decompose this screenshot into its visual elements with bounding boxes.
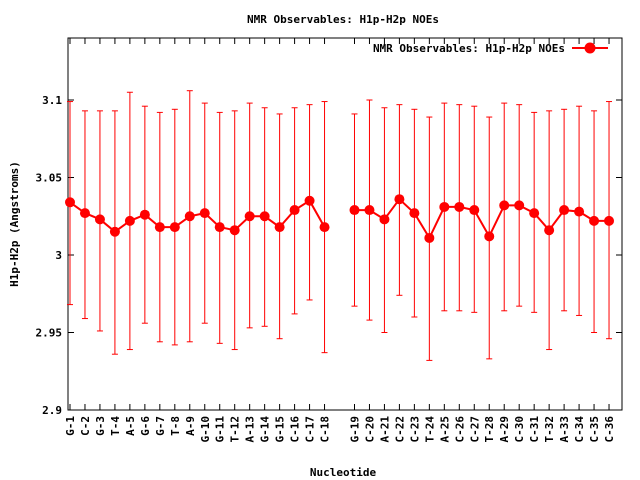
data-point xyxy=(229,225,240,236)
chart-title: NMR Observables: H1p-H2p NOEs xyxy=(247,13,439,26)
data-point xyxy=(469,205,480,216)
x-tick-label: T-12 xyxy=(229,416,242,443)
y-tick-label: 3 xyxy=(55,249,62,262)
plot-frame xyxy=(67,37,623,411)
data-point xyxy=(79,208,90,219)
x-tick-label: A-9 xyxy=(184,416,197,436)
y-tick-label: 2.95 xyxy=(36,327,63,340)
data-point xyxy=(529,208,540,219)
y-tick-label: 2.9 xyxy=(42,404,62,417)
series-line xyxy=(69,199,326,233)
data-point xyxy=(184,211,195,222)
data-point xyxy=(169,222,180,233)
x-tick-label: G-10 xyxy=(199,416,212,443)
data-point xyxy=(65,197,75,208)
x-tick-label: A-21 xyxy=(378,416,391,443)
data-point xyxy=(394,194,405,205)
data-point xyxy=(289,205,300,216)
x-tick-label: A-5 xyxy=(124,416,137,436)
x-tick-label: C-16 xyxy=(289,416,302,443)
x-tick-label: A-29 xyxy=(498,416,511,443)
data-point xyxy=(154,222,165,233)
x-tick-label: G-7 xyxy=(154,416,167,436)
x-tick-label: G-15 xyxy=(274,416,287,443)
x-tick-label: C-26 xyxy=(453,416,466,443)
x-tick-label: A-13 xyxy=(244,416,257,443)
y-axis-label: H1p-H2p (Angstroms) xyxy=(8,161,21,287)
x-tick-label: T-32 xyxy=(543,416,556,443)
data-point xyxy=(349,205,360,216)
data-point xyxy=(274,222,285,233)
x-tick-label: C-22 xyxy=(393,416,406,443)
x-tick-label: C-34 xyxy=(573,416,586,443)
x-tick-label: G-19 xyxy=(348,416,361,443)
x-tick-label: C-36 xyxy=(603,416,616,443)
legend-label: NMR Observables: H1p-H2p NOEs xyxy=(373,42,565,55)
x-tick-label: C-35 xyxy=(588,416,601,443)
x-tick-label: G-11 xyxy=(214,416,227,443)
data-point xyxy=(124,215,135,226)
data-point xyxy=(244,211,255,222)
x-tick-label: G-3 xyxy=(94,416,107,436)
data-point xyxy=(139,209,150,220)
x-tick-label: C-20 xyxy=(363,416,376,443)
data-point xyxy=(319,222,330,233)
x-tick-label: C-18 xyxy=(319,416,332,443)
x-tick-label: C-2 xyxy=(79,416,92,436)
x-axis-label: Nucleotide xyxy=(310,466,377,479)
y-axis: 2.9 2.95 3 3.05 3.1 xyxy=(36,94,622,417)
data-point xyxy=(364,205,375,216)
data-point xyxy=(544,225,555,236)
data-point xyxy=(514,200,525,211)
legend: NMR Observables: H1p-H2p NOEs xyxy=(373,42,608,55)
x-tick-label: G-14 xyxy=(259,416,272,443)
x-tick-label: C-17 xyxy=(304,416,317,443)
data-point xyxy=(439,201,450,212)
series-line xyxy=(354,197,609,240)
series-group xyxy=(65,90,615,361)
x-tick-label: C-30 xyxy=(513,416,526,443)
legend-marker-swatch xyxy=(584,42,596,54)
y-tick-label: 3.05 xyxy=(36,172,63,185)
x-tick-label: T-28 xyxy=(483,416,496,443)
x-tick-label: C-31 xyxy=(528,416,541,443)
data-point xyxy=(484,231,495,242)
x-tick-label: G-1 xyxy=(64,416,77,436)
data-point xyxy=(379,214,390,225)
x-tick-label: T-4 xyxy=(109,416,122,436)
x-tick-label: C-23 xyxy=(408,416,421,443)
data-point xyxy=(409,208,420,219)
x-tick-label: A-33 xyxy=(558,416,571,443)
data-point xyxy=(589,215,600,226)
x-tick-label: G-6 xyxy=(139,416,152,436)
data-point xyxy=(109,226,120,237)
data-point xyxy=(604,215,615,226)
x-tick-label: A-25 xyxy=(438,416,451,443)
data-point xyxy=(214,222,225,233)
data-point xyxy=(199,208,210,219)
data-point xyxy=(499,200,510,211)
y-tick-label: 3.1 xyxy=(42,94,62,107)
data-point xyxy=(259,211,270,222)
data-point xyxy=(559,205,570,216)
data-point xyxy=(304,195,315,206)
x-tick-label: C-27 xyxy=(468,416,481,443)
data-point xyxy=(454,201,465,212)
data-point xyxy=(574,206,585,217)
x-tick-label: T-24 xyxy=(423,416,436,443)
x-axis: G-1 C-2 G-3 T-4 A-5 G-6 G-7 T-8 A-9 G-10 G-11 T-12 A… xyxy=(64,38,616,443)
x-tick-label: T-8 xyxy=(169,416,182,436)
data-point xyxy=(424,232,435,243)
data-point xyxy=(94,214,105,225)
